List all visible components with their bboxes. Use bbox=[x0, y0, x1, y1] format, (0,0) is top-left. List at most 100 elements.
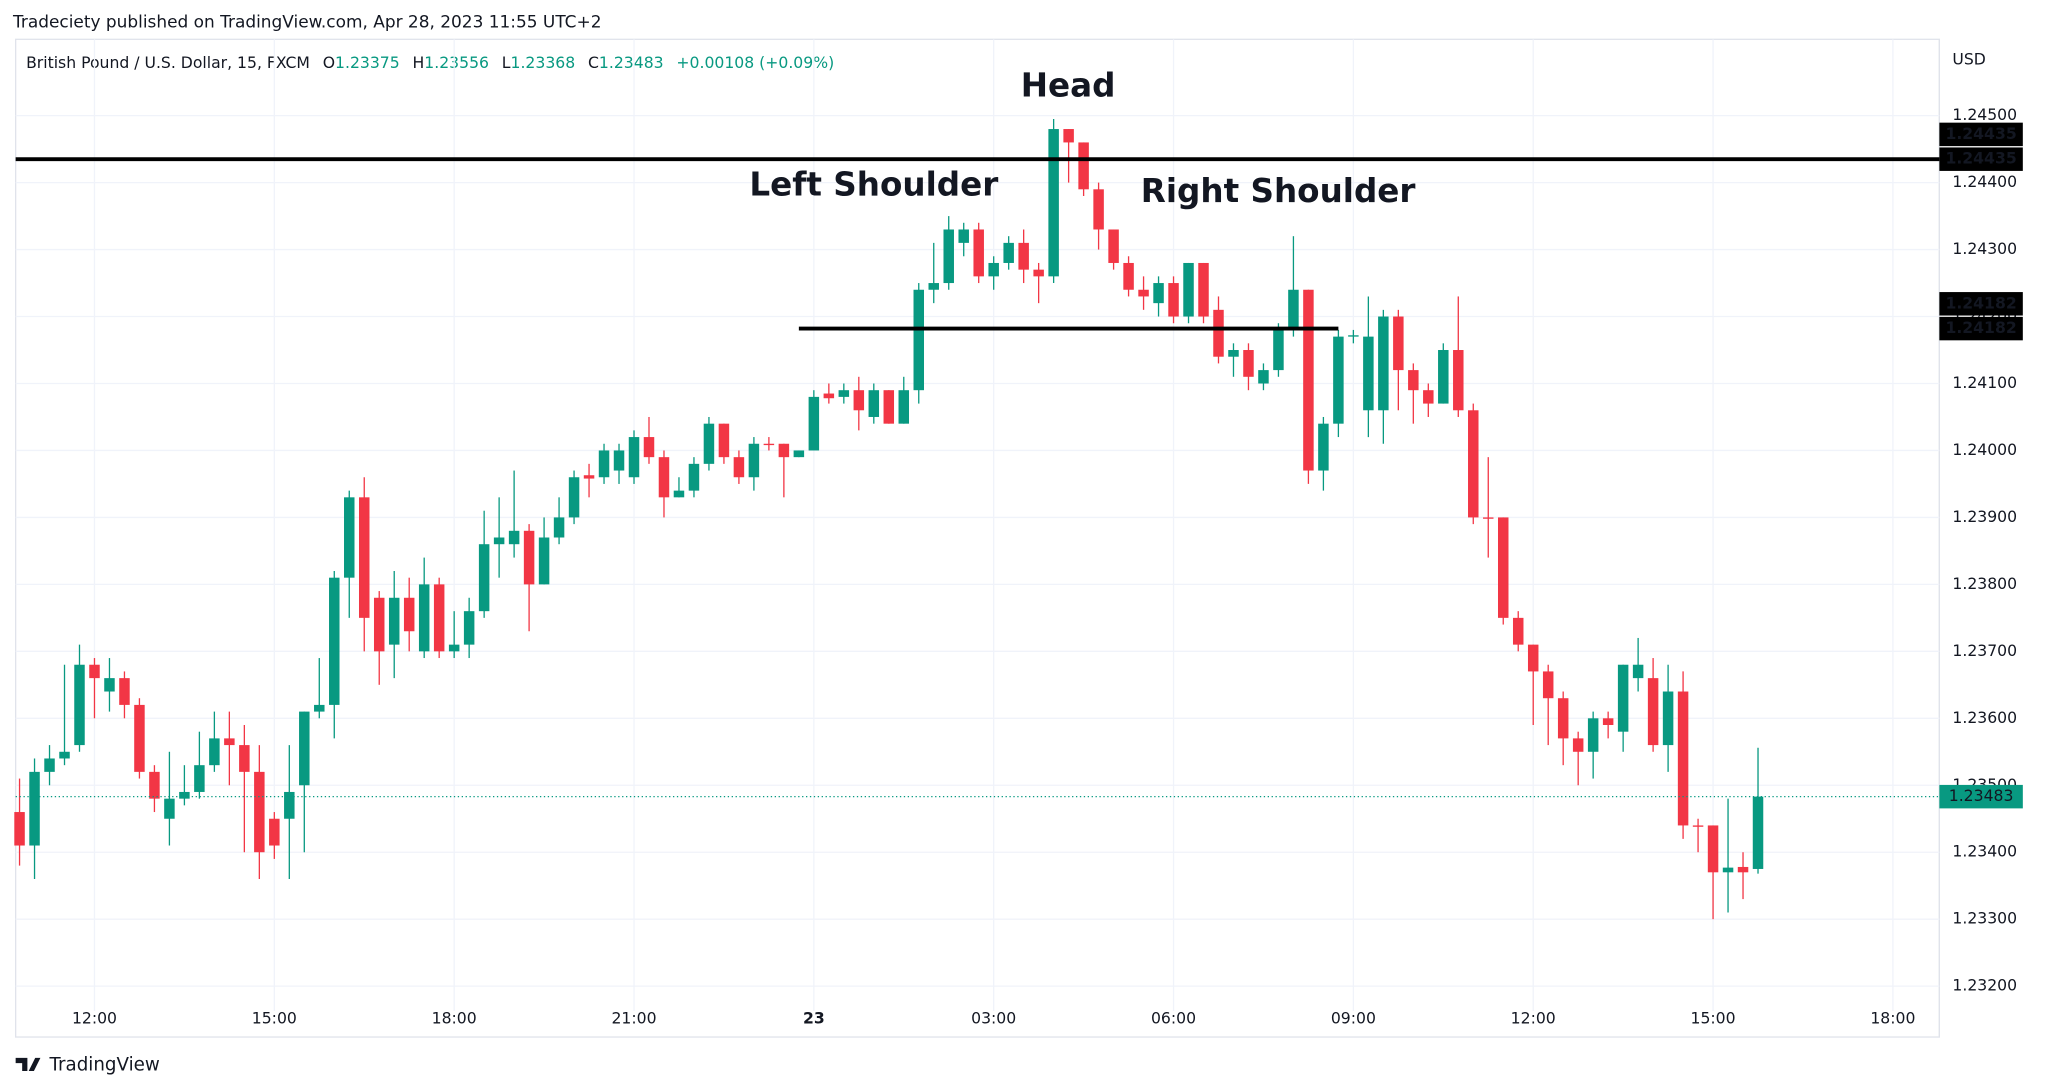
candle-body bbox=[523, 530, 535, 585]
candle-body bbox=[1587, 718, 1599, 752]
level-label-box bbox=[1939, 122, 2023, 147]
candle-body bbox=[538, 537, 550, 585]
level-label: 1.24182 bbox=[1945, 293, 2016, 312]
candle-body bbox=[508, 530, 520, 545]
candle-body bbox=[209, 738, 220, 766]
candle-body bbox=[1393, 316, 1404, 371]
ohlc-value: 1.23375 bbox=[335, 52, 400, 71]
candle-body bbox=[1468, 410, 1479, 518]
y-tick-label: 1.23600 bbox=[1952, 708, 2017, 727]
candle-body bbox=[388, 597, 400, 645]
candle-body bbox=[448, 644, 460, 652]
y-tick-label: 1.23200 bbox=[1952, 976, 2017, 995]
footer: TradingView bbox=[49, 1055, 160, 1076]
candle-body bbox=[1078, 142, 1089, 190]
candle-body bbox=[179, 791, 190, 799]
candle-body bbox=[748, 443, 760, 478]
candle-body bbox=[1707, 825, 1719, 873]
candle-body bbox=[1438, 350, 1449, 404]
legend: British Pound / U.S. Dollar, 15, FXCM O1… bbox=[26, 52, 834, 71]
candle-body bbox=[134, 704, 145, 772]
candle-body bbox=[643, 437, 655, 458]
candle-body bbox=[1423, 390, 1434, 404]
candle-body bbox=[1228, 350, 1239, 357]
x-tick-label: 06:00 bbox=[1151, 1008, 1196, 1027]
candle-body bbox=[299, 711, 310, 786]
candle-body bbox=[958, 229, 969, 243]
change: +0.00108 (+0.09%) bbox=[676, 52, 834, 71]
candle-body bbox=[1752, 796, 1764, 869]
candle-body bbox=[988, 262, 999, 277]
candle-body bbox=[1333, 336, 1344, 424]
candle-body bbox=[1303, 289, 1314, 471]
candle-body bbox=[583, 475, 595, 479]
candle-body bbox=[29, 771, 40, 846]
candle-body bbox=[763, 443, 775, 446]
candle-body bbox=[613, 450, 625, 471]
candle-body bbox=[1213, 309, 1224, 357]
candle-body bbox=[1602, 718, 1614, 725]
level-label: 1.24182 bbox=[1945, 318, 2016, 337]
candle-body bbox=[59, 751, 70, 759]
candle-body bbox=[568, 477, 580, 518]
candle-body bbox=[703, 423, 715, 464]
y-tick-label: 1.24400 bbox=[1952, 172, 2017, 191]
candle-body bbox=[284, 791, 295, 819]
currency: USD bbox=[1952, 50, 1985, 69]
level-label-box bbox=[1939, 147, 2023, 171]
y-tick-label: 1.24000 bbox=[1952, 440, 2017, 459]
candle-body bbox=[793, 450, 805, 458]
ohlc-value: 1.23556 bbox=[424, 52, 489, 71]
candle-body bbox=[898, 390, 910, 424]
candle-body bbox=[1198, 262, 1209, 317]
candle-body bbox=[1138, 289, 1149, 297]
candle-body bbox=[1647, 678, 1659, 746]
candle-body bbox=[1318, 423, 1329, 471]
candle-body bbox=[658, 457, 670, 498]
candle-body bbox=[598, 450, 610, 478]
candle-body bbox=[224, 738, 235, 746]
candle-body bbox=[1378, 316, 1389, 411]
candle-body bbox=[1018, 242, 1029, 270]
candle-body bbox=[269, 818, 280, 846]
candle-body bbox=[119, 678, 130, 705]
candle-body bbox=[883, 390, 895, 424]
candle-body bbox=[329, 577, 340, 705]
y-tick-label: 1.24300 bbox=[1952, 239, 2017, 258]
candle-body bbox=[14, 812, 25, 846]
candle-body bbox=[853, 390, 865, 411]
candle-body bbox=[868, 390, 880, 417]
x-tick-label: 03:00 bbox=[971, 1008, 1016, 1027]
candle-body bbox=[928, 283, 939, 290]
candle-body bbox=[1692, 825, 1704, 827]
ohlc-letter: O bbox=[323, 52, 335, 71]
candle-body bbox=[44, 758, 55, 772]
candle-body bbox=[1048, 129, 1059, 277]
candle-body bbox=[1737, 866, 1749, 873]
candle-body bbox=[1063, 129, 1074, 143]
ohlc-letter: L bbox=[502, 52, 511, 71]
x-tick-label: 15:00 bbox=[252, 1008, 297, 1027]
candle-body bbox=[808, 396, 820, 451]
candle-body bbox=[1273, 329, 1284, 371]
x-tick-label: 23 bbox=[803, 1008, 825, 1027]
ohlc-letter: C bbox=[588, 52, 599, 71]
level-label: 1.24435 bbox=[1945, 149, 2016, 168]
candle-body bbox=[838, 390, 850, 397]
candle-body bbox=[1408, 370, 1419, 391]
candle-body bbox=[1288, 289, 1299, 330]
candle-body bbox=[1033, 269, 1044, 277]
x-tick-label: 18:00 bbox=[432, 1008, 477, 1027]
x-tick-label: 15:00 bbox=[1691, 1008, 1736, 1027]
price-label: 1.23483 bbox=[1949, 786, 2014, 805]
y-tick-label: 1.24100 bbox=[1952, 373, 2017, 392]
candle-body bbox=[1722, 867, 1734, 873]
candle-body bbox=[254, 771, 265, 853]
candle-body bbox=[1183, 262, 1194, 317]
y-tick-label: 1.23900 bbox=[1952, 507, 2017, 526]
y-tick-label: 1.23800 bbox=[1952, 574, 2017, 593]
candle-body bbox=[973, 229, 984, 277]
level-label: 1.24435 bbox=[1945, 124, 2016, 143]
candle-body bbox=[373, 597, 385, 652]
